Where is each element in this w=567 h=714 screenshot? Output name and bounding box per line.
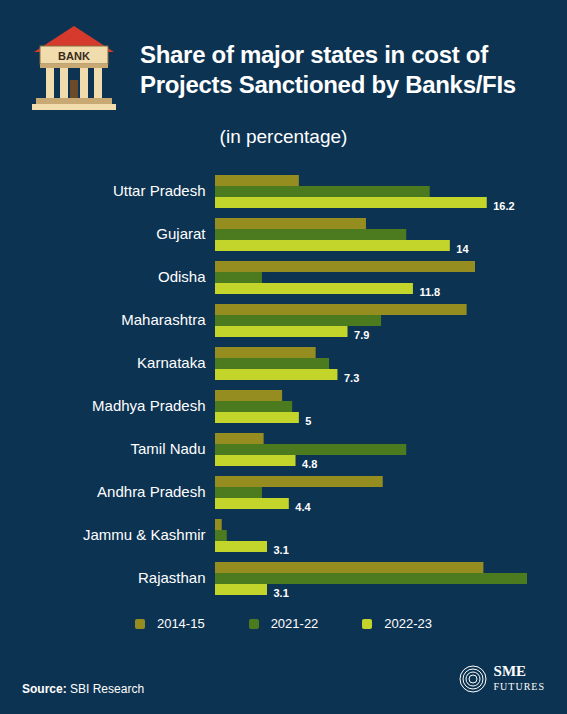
svg-text:16.2: 16.2 — [493, 200, 514, 212]
svg-text:Karnataka: Karnataka — [137, 354, 206, 371]
svg-text:Rajasthan: Rajasthan — [138, 569, 206, 586]
svg-text:Maharashtra: Maharashtra — [121, 311, 206, 328]
html-text:SME: SME — [493, 663, 527, 679]
html-text:2021-22: 2021-22 — [270, 616, 319, 631]
html-text:Source: SBI Research: Source: SBI Research — [22, 682, 145, 696]
html-text:2022-23: 2022-23 — [384, 616, 433, 631]
svg-text:Madhya Pradesh: Madhya Pradesh — [92, 397, 205, 414]
svg-text:Tamil Nadu: Tamil Nadu — [130, 440, 205, 457]
html-text:(in percentage): (in percentage) — [219, 126, 348, 147]
svg-text:4.8: 4.8 — [302, 458, 317, 470]
svg-text:4.4: 4.4 — [295, 501, 311, 513]
svg-text:7.9: 7.9 — [354, 329, 369, 341]
svg-text:3.1: 3.1 — [274, 544, 289, 556]
svg-text:3.1: 3.1 — [274, 587, 289, 599]
svg-text:11.8: 11.8 — [419, 286, 440, 298]
svg-text:5: 5 — [305, 415, 311, 427]
svg-text:BANK: BANK — [58, 50, 90, 62]
svg-text:Gujarat: Gujarat — [156, 225, 206, 242]
svg-text:Andhra Pradesh: Andhra Pradesh — [97, 483, 205, 500]
svg-text:7.3: 7.3 — [344, 372, 359, 384]
html-text:FUTURES: FUTURES — [493, 681, 545, 692]
svg-text:Uttar Pradesh: Uttar Pradesh — [113, 182, 206, 199]
html-text:Share of major states in cost: Share of major states in cost of Project… — [140, 41, 516, 98]
svg-text:14: 14 — [456, 243, 469, 255]
svg-text:Jammu & Kashmir: Jammu & Kashmir — [83, 526, 206, 543]
html-text:2014-15: 2014-15 — [156, 616, 205, 631]
svg-text:Odisha: Odisha — [158, 268, 206, 285]
